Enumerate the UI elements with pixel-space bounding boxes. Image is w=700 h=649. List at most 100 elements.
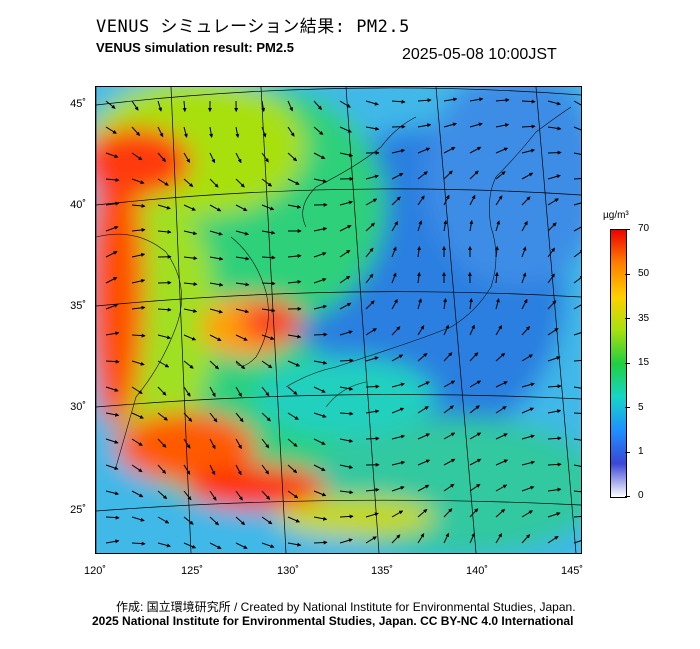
- wind-arrow: [365, 198, 378, 206]
- wind-arrow: [157, 360, 170, 368]
- wind-arrow: [495, 381, 508, 388]
- wind-arrow: [521, 272, 527, 284]
- wind-arrow: [131, 100, 139, 111]
- wind-arrow: [235, 516, 246, 526]
- wind-arrow: [261, 490, 271, 500]
- wind-arrow: [547, 356, 561, 362]
- wind-arrow: [469, 194, 476, 206]
- wind-arrow: [131, 203, 146, 208]
- lat-label-30: 30˚: [70, 401, 86, 413]
- wind-arrow: [495, 171, 506, 180]
- wind-arrow: [313, 464, 326, 472]
- wind-arrow: [131, 252, 146, 258]
- wind-arrow: [547, 487, 562, 492]
- wind-arrow: [157, 178, 169, 186]
- wind-arrow: [521, 196, 531, 206]
- wind-arrow: [261, 360, 273, 369]
- wind-arrow: [261, 412, 271, 422]
- wind-arrow: [417, 171, 428, 180]
- wind-arrow: [469, 458, 482, 466]
- wind-arrow: [573, 438, 581, 441]
- wind-arrow: [209, 230, 223, 236]
- wind-arrow: [182, 100, 187, 113]
- wind-arrow: [339, 200, 353, 206]
- wind-arrow: [417, 98, 432, 103]
- wind-arrow: [391, 460, 406, 466]
- wind-arrow: [417, 325, 425, 336]
- wind-arrow: [261, 438, 270, 449]
- wind-arrow: [391, 486, 405, 492]
- wind-arrow: [469, 405, 480, 414]
- wind-arrow: [469, 146, 482, 154]
- wind-arrow: [235, 490, 243, 501]
- colorbar-tick-50: 50: [638, 268, 650, 279]
- wind-arrow: [443, 483, 455, 492]
- wind-arrow: [105, 331, 120, 336]
- wind-arrow: [287, 542, 302, 547]
- wind-arrow: [391, 326, 401, 336]
- wind-arrow: [287, 178, 300, 185]
- wind-arrow: [365, 328, 377, 336]
- wind-arrow: [573, 540, 581, 544]
- wind-arrow: [105, 515, 120, 520]
- wind-arrow: [313, 152, 326, 160]
- wind-arrow: [391, 382, 405, 388]
- wind-arrow: [313, 360, 328, 365]
- wind-arrow: [573, 302, 581, 310]
- wind-arrow: [131, 490, 144, 498]
- wind-arrow: [547, 535, 559, 544]
- wind-arrow: [339, 330, 353, 336]
- wind-arrow: [365, 512, 379, 518]
- colorbar-tickmark: [625, 318, 630, 319]
- wind-arrow: [105, 100, 116, 109]
- wind-arrow: [209, 464, 216, 476]
- wind-arrow: [547, 174, 561, 180]
- wind-arrow: [547, 436, 562, 441]
- wind-arrow: [261, 386, 270, 397]
- wind-arrow: [313, 126, 324, 136]
- wind-arrow: [209, 438, 216, 450]
- wind-arrow: [105, 152, 119, 158]
- wind-arrow: [105, 251, 118, 258]
- wind-arrow: [235, 360, 246, 370]
- wind-arrow: [209, 282, 224, 287]
- wind-arrow: [417, 195, 425, 206]
- wind-arrow: [209, 126, 214, 138]
- lon-label-140: 140˚: [465, 565, 489, 577]
- wind-arrow: [417, 433, 431, 440]
- wind-arrow: [573, 202, 581, 206]
- wind-arrow: [469, 298, 473, 310]
- wind-arrow: [157, 464, 167, 474]
- wind-arrow: [495, 352, 506, 362]
- colorbar-tick-1: 1: [638, 446, 644, 457]
- wind-arrow: [365, 487, 380, 492]
- wind-arrow: [573, 332, 581, 336]
- wind-arrow: [469, 170, 479, 180]
- wind-arrow: [287, 516, 301, 523]
- wind-arrow: [547, 273, 555, 284]
- colorbar-unit: µg/m³: [603, 210, 629, 221]
- wind-arrow: [339, 411, 354, 416]
- wind-arrow: [469, 380, 482, 388]
- wind-arrow: [261, 542, 275, 548]
- wind-arrow: [365, 100, 379, 106]
- wind-arrow: [287, 360, 301, 367]
- wind-arrow: [443, 508, 453, 518]
- wind-arrow: [313, 332, 328, 337]
- wind-arrow: [573, 490, 581, 493]
- wind-arrow: [261, 204, 275, 211]
- wind-arrow: [495, 406, 507, 414]
- wind-arrow: [443, 298, 448, 310]
- wind-arrow: [573, 515, 581, 518]
- wind-arrow: [131, 360, 145, 366]
- wind-arrow: [157, 152, 166, 162]
- wind-arrow: [157, 126, 164, 138]
- colorbar-tickmark: [625, 452, 630, 453]
- wind-arrow: [391, 246, 397, 258]
- wind-arrow: [339, 538, 353, 544]
- wind-arrow: [105, 464, 119, 470]
- wind-arrow: [261, 334, 275, 340]
- wind-arrow: [339, 126, 352, 133]
- wind-arrow: [573, 386, 581, 389]
- wind-arrow: [183, 152, 191, 163]
